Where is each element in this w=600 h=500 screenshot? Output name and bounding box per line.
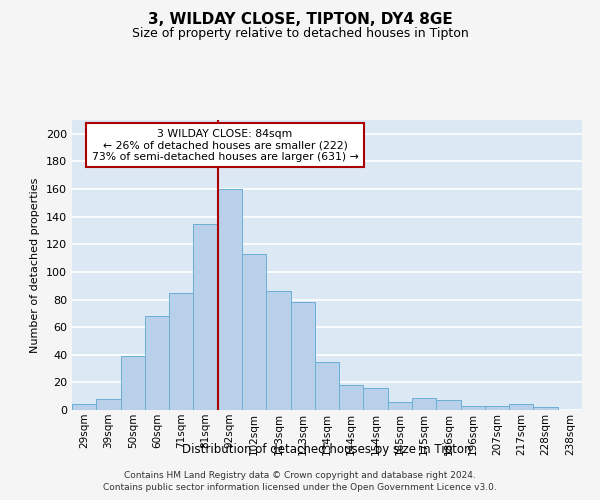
Text: Contains HM Land Registry data © Crown copyright and database right 2024.: Contains HM Land Registry data © Crown c… [124,471,476,480]
Text: 3 WILDAY CLOSE: 84sqm
← 26% of detached houses are smaller (222)
73% of semi-det: 3 WILDAY CLOSE: 84sqm ← 26% of detached … [92,128,358,162]
Text: Contains public sector information licensed under the Open Government Licence v3: Contains public sector information licen… [103,484,497,492]
Bar [169,292,193,410]
Bar [509,404,533,410]
Bar [461,406,485,410]
Bar [72,404,96,410]
Bar [121,356,145,410]
Bar [412,398,436,410]
Bar [388,402,412,410]
Bar [315,362,339,410]
Bar [339,385,364,410]
Bar [533,407,558,410]
Bar [96,399,121,410]
Bar [218,189,242,410]
Bar [193,224,218,410]
Bar [242,254,266,410]
Bar [364,388,388,410]
Y-axis label: Number of detached properties: Number of detached properties [31,178,40,352]
Bar [145,316,169,410]
Text: 3, WILDAY CLOSE, TIPTON, DY4 8GE: 3, WILDAY CLOSE, TIPTON, DY4 8GE [148,12,452,28]
Bar [436,400,461,410]
Text: Distribution of detached houses by size in Tipton: Distribution of detached houses by size … [182,442,472,456]
Bar [266,291,290,410]
Bar [485,406,509,410]
Bar [290,302,315,410]
Text: Size of property relative to detached houses in Tipton: Size of property relative to detached ho… [131,28,469,40]
